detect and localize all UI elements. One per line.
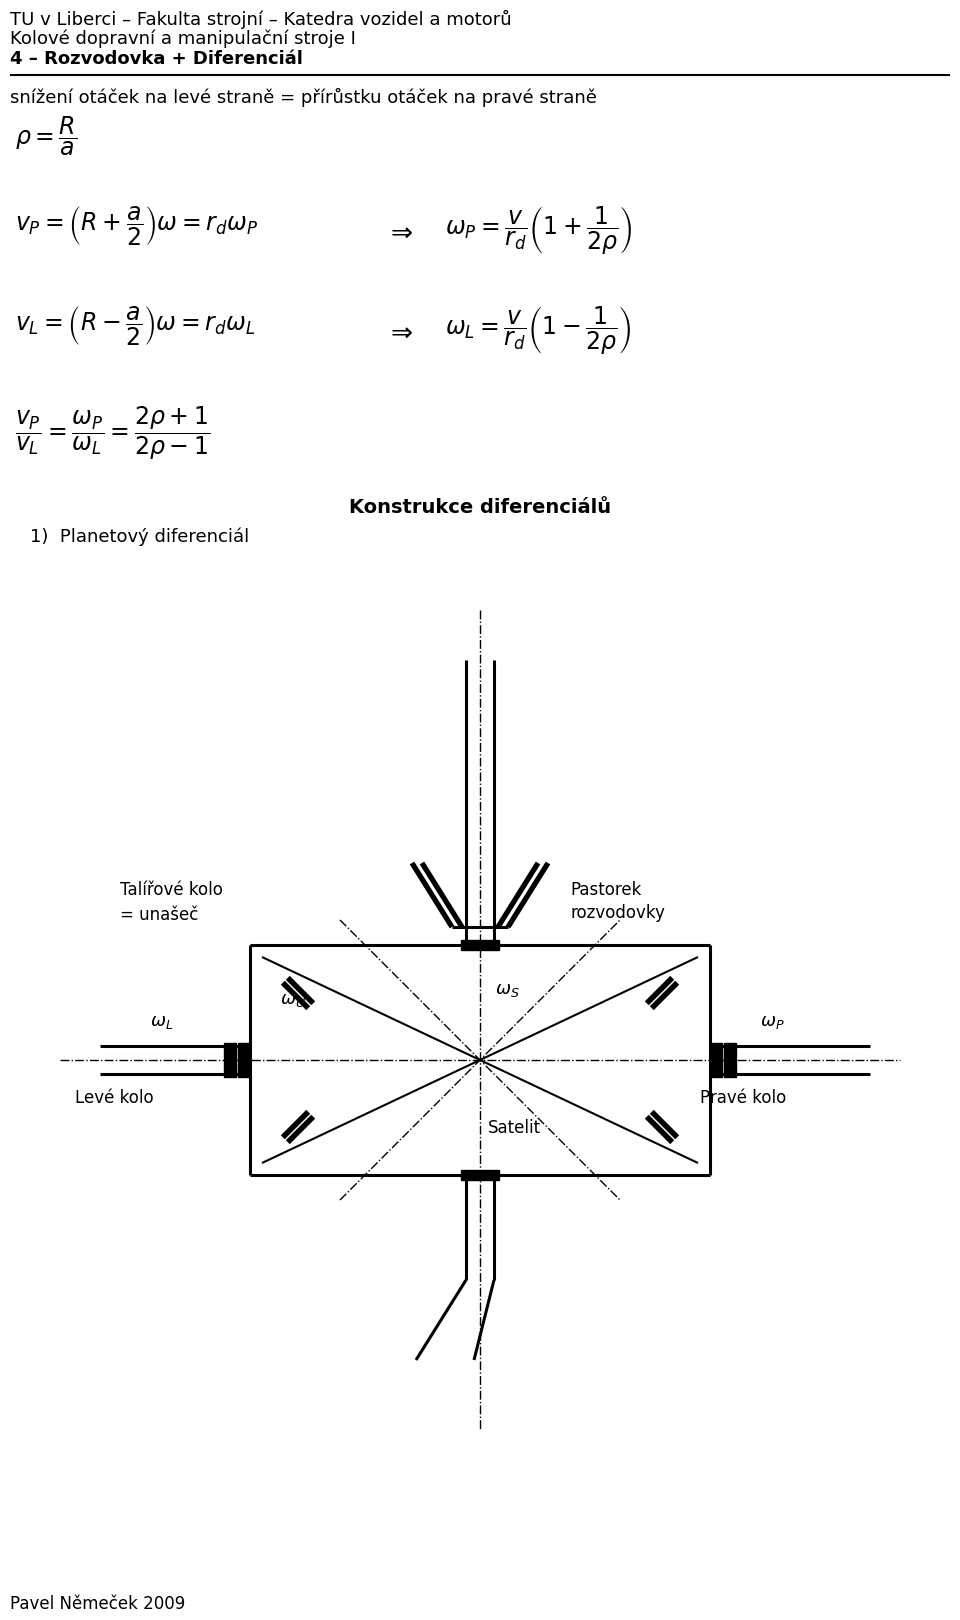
Bar [724, 1043, 736, 1077]
Text: = unašeč: = unašeč [120, 906, 199, 923]
Text: $\Rightarrow$: $\Rightarrow$ [385, 220, 413, 246]
Text: $\Rightarrow$: $\Rightarrow$ [385, 321, 413, 347]
Text: $\omega_L = \dfrac{v}{r_d}\left(1 - \dfrac{1}{2\rho}\right)$: $\omega_L = \dfrac{v}{r_d}\left(1 - \dfr… [445, 305, 632, 358]
Text: $\rho = \dfrac{R}{a}$: $\rho = \dfrac{R}{a}$ [15, 115, 78, 159]
Text: snížení otáček na levé straně = přírůstku otáček na pravé straně: snížení otáček na levé straně = přírůstk… [10, 87, 597, 107]
Bar [461, 1170, 499, 1179]
Text: $\omega_L$: $\omega_L$ [150, 1012, 174, 1030]
Bar [238, 1043, 250, 1077]
Bar [461, 940, 499, 949]
Text: TU v Liberci – Fakulta strojní – Katedra vozidel a motorů: TU v Liberci – Fakulta strojní – Katedra… [10, 10, 512, 29]
Text: $\omega_U$: $\omega_U$ [280, 991, 306, 1009]
Bar [710, 1043, 722, 1077]
Text: Pravé kolo: Pravé kolo [700, 1089, 786, 1106]
Text: $\dfrac{v_P}{v_L} = \dfrac{\omega_P}{\omega_L} = \dfrac{2\rho+1}{2\rho-1}$: $\dfrac{v_P}{v_L} = \dfrac{\omega_P}{\om… [15, 405, 210, 462]
Text: 1)  Planetový diferenciál: 1) Planetový diferenciál [30, 528, 250, 546]
Text: Pavel Němeček 2009: Pavel Němeček 2009 [10, 1596, 185, 1614]
Text: $\omega_P$: $\omega_P$ [760, 1012, 784, 1030]
Text: Talířové kolo: Talířové kolo [120, 881, 223, 899]
Text: $\omega_S$: $\omega_S$ [495, 982, 519, 1000]
Text: $\omega_P = \dfrac{v}{r_d}\left(1 + \dfrac{1}{2\rho}\right)$: $\omega_P = \dfrac{v}{r_d}\left(1 + \dfr… [445, 206, 633, 258]
Text: Levé kolo: Levé kolo [75, 1089, 154, 1106]
Text: 4 – Rozvodovka + Diferenciál: 4 – Rozvodovka + Diferenciál [10, 50, 302, 68]
Text: Konstrukce diferenciálů: Konstrukce diferenciálů [348, 497, 612, 517]
Text: $v_L = \left(R - \dfrac{a}{2}\right)\omega = r_d\omega_L$: $v_L = \left(R - \dfrac{a}{2}\right)\ome… [15, 305, 255, 348]
Bar [224, 1043, 236, 1077]
Text: rozvodovky: rozvodovky [570, 904, 665, 922]
Text: Satelit: Satelit [488, 1119, 541, 1137]
Text: Pastorek: Pastorek [570, 881, 641, 899]
Text: Kolové dopravní a manipulační stroje I: Kolové dopravní a manipulační stroje I [10, 31, 356, 49]
Text: $v_P = \left(R + \dfrac{a}{2}\right)\omega = r_d\omega_P$: $v_P = \left(R + \dfrac{a}{2}\right)\ome… [15, 206, 258, 248]
